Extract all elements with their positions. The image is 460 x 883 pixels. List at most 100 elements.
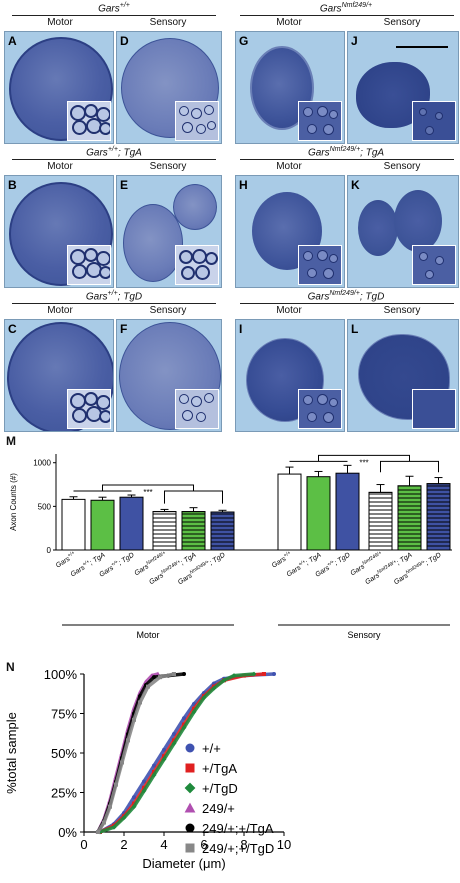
- y-axis-label: %total sample: [4, 712, 19, 794]
- bracket: [102, 484, 194, 492]
- bar-hatch: [210, 511, 235, 551]
- panel-letter: L: [351, 322, 359, 336]
- data-point: [182, 716, 186, 721]
- y-axis-label: Axon Counts (#): [9, 473, 18, 531]
- x-tick-label: 0: [80, 837, 87, 852]
- data-point: [108, 804, 112, 809]
- divider: [12, 303, 216, 304]
- bracket: [318, 454, 410, 462]
- label-sensory: Sensory: [383, 305, 421, 316]
- legend-label: +/TgA: [202, 761, 237, 776]
- micrograph-panel: L: [347, 319, 459, 432]
- bar-hatch: [426, 483, 451, 551]
- magnified-inset: [298, 389, 342, 429]
- label-motor: Motor: [47, 305, 73, 316]
- panel-letter: H: [239, 178, 248, 192]
- label-motor: Motor: [276, 305, 302, 316]
- group-title-wt-tgd: Gars+/+; TgD: [85, 290, 143, 303]
- data-point: [120, 760, 124, 765]
- legend-marker: [185, 823, 195, 833]
- data-point: [221, 677, 227, 683]
- panel-letter: A: [8, 34, 17, 48]
- panel-letter-n: N: [6, 660, 15, 674]
- data-point: [191, 709, 197, 715]
- data-point: [151, 772, 157, 778]
- data-point: [126, 738, 130, 743]
- nerve-section: [173, 184, 217, 230]
- nerve-section: [123, 204, 183, 282]
- label-motor: Motor: [276, 17, 302, 28]
- panel-letter: E: [120, 178, 129, 192]
- data-point: [152, 675, 156, 680]
- significance-marker: ***: [359, 458, 368, 467]
- data-point: [142, 779, 146, 784]
- data-point: [172, 732, 176, 737]
- bar: [306, 476, 331, 551]
- micrograph-panel: D: [116, 31, 222, 144]
- label-sensory: Sensory: [149, 17, 187, 28]
- bar: [61, 498, 86, 551]
- group-label: Motor: [136, 630, 159, 640]
- micrograph-panel: C: [4, 319, 114, 432]
- panel-letter: K: [351, 178, 360, 192]
- data-point: [211, 685, 217, 691]
- bar: [277, 473, 302, 551]
- panel-letter: D: [120, 34, 129, 48]
- data-point: [146, 684, 150, 689]
- micrograph-panel: G: [235, 31, 345, 144]
- data-point: [141, 788, 147, 794]
- data-point: [152, 763, 156, 768]
- data-point: [158, 675, 162, 680]
- significance-marker: ***: [143, 488, 152, 497]
- x-tick-label: 6: [200, 837, 207, 852]
- label-sensory: Sensory: [383, 161, 421, 172]
- panel-letter: J: [351, 34, 358, 48]
- bar-hatch: [152, 511, 177, 551]
- magnified-inset: [412, 101, 456, 141]
- divider: [12, 159, 216, 160]
- data-point: [272, 672, 276, 676]
- cumulative-diameter-chart: 0 2 4 6 8 100%25%50%75%100%Diameter (μm)%tota…: [4, 667, 291, 871]
- data-point: [231, 673, 237, 678]
- bar-hatch: [181, 511, 206, 551]
- legend-marker: [185, 763, 195, 773]
- micrograph-panel: I: [235, 319, 345, 432]
- scale-bar: [396, 46, 448, 48]
- y-tick-label: 50%: [51, 746, 77, 761]
- data-point: [182, 672, 186, 676]
- micrograph-panel: A: [4, 31, 114, 144]
- x-tick-label: 10: [277, 837, 291, 852]
- panel-letter: I: [239, 322, 243, 336]
- data-point: [114, 782, 118, 787]
- data-point: [262, 672, 266, 676]
- legend-marker: [185, 743, 195, 753]
- y-tick-label: 100%: [44, 667, 78, 682]
- magnified-inset: [175, 389, 219, 429]
- data-point: [201, 695, 207, 701]
- data-point: [251, 671, 257, 677]
- group-title-nmf: GarsNmf249/+: [319, 2, 373, 15]
- magnified-inset: [67, 389, 111, 429]
- data-point: [172, 672, 176, 676]
- panel-letter: B: [8, 178, 17, 192]
- legend-label: +/TgD: [202, 781, 238, 796]
- panel-letter: F: [120, 322, 128, 336]
- category-label: GarsNmf249/+; TgD: [392, 550, 443, 586]
- bar: [335, 472, 360, 551]
- panel-letter: G: [239, 34, 249, 48]
- category-label: GarsNmf249/+; TgD: [176, 550, 227, 586]
- y-tick-label: 500: [38, 502, 52, 511]
- legend-marker: [184, 782, 196, 794]
- bar: [90, 499, 115, 551]
- x-tick-label: 8: [240, 837, 247, 852]
- group-label: Sensory: [347, 630, 381, 640]
- divider: [240, 15, 454, 16]
- data-point: [111, 824, 117, 830]
- nerve-section: [358, 200, 398, 256]
- y-tick-label: 0%: [58, 825, 77, 840]
- bar: [119, 496, 144, 551]
- label-sensory: Sensory: [149, 161, 187, 172]
- data-point: [132, 795, 136, 800]
- micrograph-panel: F: [116, 319, 222, 432]
